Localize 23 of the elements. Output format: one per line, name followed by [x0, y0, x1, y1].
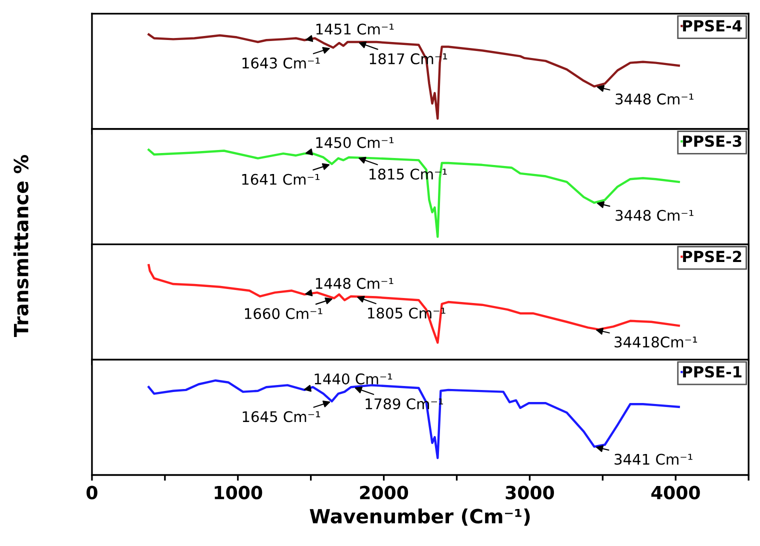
x-tick-label: 1000 — [214, 486, 262, 500]
annotation: 1451 Cm⁻¹ — [316, 24, 394, 35]
annotation: 3441 Cm⁻¹ — [614, 454, 692, 465]
annotation: 3448 Cm⁻¹ — [616, 94, 694, 105]
annotation: 34418Cm⁻¹ — [614, 336, 698, 348]
annotation: 1440 Cm⁻¹ — [314, 373, 392, 384]
annotation: 1660 Cm⁻¹ — [244, 308, 322, 320]
annotation: 1450 Cm⁻¹ — [316, 137, 394, 148]
legend-label: PPSE-1 — [683, 366, 742, 378]
annotation: 1643 Cm⁻¹ — [242, 58, 320, 69]
annotation: 1645 Cm⁻¹ — [242, 411, 320, 422]
x-tick-label: 3000 — [506, 486, 554, 500]
y-axis-title: Transmittance % — [13, 154, 28, 337]
x-axis-title: Wavenumber (Cm⁻¹) — [310, 508, 530, 526]
annotation: 3448 Cm⁻¹ — [616, 210, 694, 221]
annotation: 1448 Cm⁻¹ — [316, 278, 394, 289]
legend-label: PPSE-3 — [683, 135, 742, 147]
annotation: 1641 Cm⁻¹ — [242, 174, 320, 185]
x-tick-label: 2000 — [360, 486, 408, 500]
legend-label: PPSE-4 — [683, 20, 742, 32]
x-tick-label: 0 — [86, 486, 98, 500]
x-tick-label: 4000 — [651, 486, 700, 500]
legend-label: PPSE-2 — [683, 250, 742, 262]
